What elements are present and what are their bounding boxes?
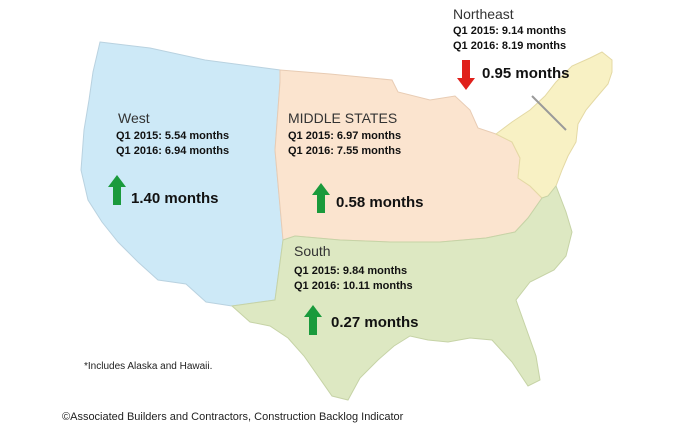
south-q1-2016: Q1 2016: 10.11 months [294,280,413,292]
middle-up-arrow-icon [312,183,330,213]
middle-q1-2015: Q1 2015: 6.97 months [288,130,402,142]
credit-line: ©Associated Builders and Contractors, Co… [62,411,404,423]
northeast-change: 0.95 months [482,65,570,82]
south-region-name: South [294,243,331,259]
west-change: 1.40 months [131,190,219,207]
northeast-q1-2015: Q1 2015: 9.14 months [453,25,567,37]
region-west-shape [80,41,284,307]
west-region-name: West [118,110,150,126]
northeast-region-name: Northeast [453,6,514,22]
region-northeast-shape [495,51,613,199]
northeast-down-arrow-icon [457,60,475,90]
south-change: 0.27 months [331,314,419,331]
south-up-arrow-icon [304,305,322,335]
footnote: *Includes Alaska and Hawaii. [84,361,213,372]
west-q1-2015: Q1 2015: 5.54 months [116,130,230,142]
west-q1-2016: Q1 2016: 6.94 months [116,145,230,157]
northeast-q1-2016: Q1 2016: 8.19 months [453,40,567,52]
middle-change: 0.58 months [336,194,424,211]
west-up-arrow-icon [108,175,126,205]
northeast-leader-line [531,95,567,131]
region-south-shape [230,185,573,401]
middle-region-name: MIDDLE STATES [288,110,398,126]
south-q1-2015: Q1 2015: 9.84 months [294,265,408,277]
middle-q1-2016: Q1 2016: 7.55 months [288,145,402,157]
